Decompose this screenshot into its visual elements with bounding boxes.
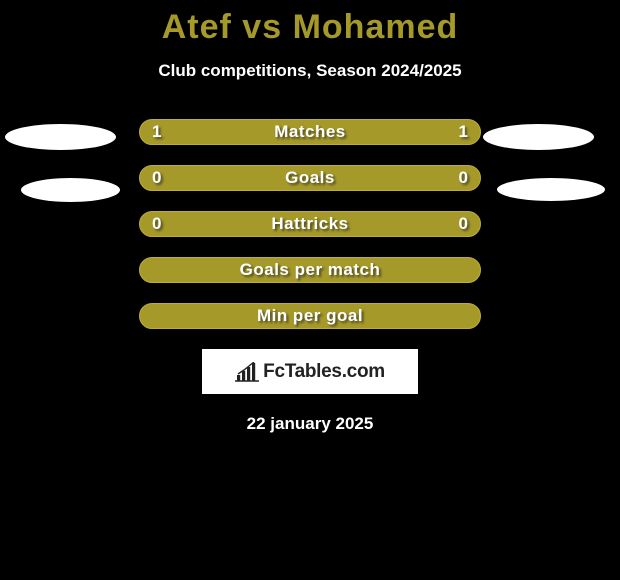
- stats-container: Matches 1 1 Goals 0 0 Hattricks 0 0 Goals per mat…: [0, 119, 620, 329]
- stat-label: Min per goal: [257, 306, 363, 326]
- stat-value-right: 1: [459, 119, 468, 145]
- player-ellipse: [497, 178, 605, 201]
- player-ellipse: [483, 124, 594, 150]
- stat-bar: Min per goal: [139, 303, 481, 329]
- stat-label: Hattricks: [271, 214, 348, 234]
- stat-value-right: 0: [459, 211, 468, 237]
- bars-chart-icon: [235, 362, 259, 382]
- stat-label: Goals: [285, 168, 335, 188]
- logo-text: FcTables.com: [263, 361, 385, 383]
- stat-row: Goals per match: [0, 257, 620, 283]
- stat-bar: Hattricks: [139, 211, 481, 237]
- stat-label: Matches: [274, 122, 346, 142]
- stat-value-left: 0: [152, 211, 161, 237]
- player-ellipse: [5, 124, 116, 150]
- stat-bar: Goals per match: [139, 257, 481, 283]
- stat-value-right: 0: [459, 165, 468, 191]
- date-text: 22 january 2025: [0, 414, 620, 434]
- stat-value-left: 1: [152, 119, 161, 145]
- stat-row: Hattricks 0 0: [0, 211, 620, 237]
- stat-row: Min per goal: [0, 303, 620, 329]
- logo-box: FcTables.com: [202, 349, 418, 394]
- stat-bar: Matches: [139, 119, 481, 145]
- stat-label: Goals per match: [240, 260, 381, 280]
- subtitle: Club competitions, Season 2024/2025: [0, 61, 620, 81]
- page-title: Atef vs Mohamed: [0, 0, 620, 47]
- player-ellipse: [21, 178, 120, 202]
- stat-value-left: 0: [152, 165, 161, 191]
- stat-bar: Goals: [139, 165, 481, 191]
